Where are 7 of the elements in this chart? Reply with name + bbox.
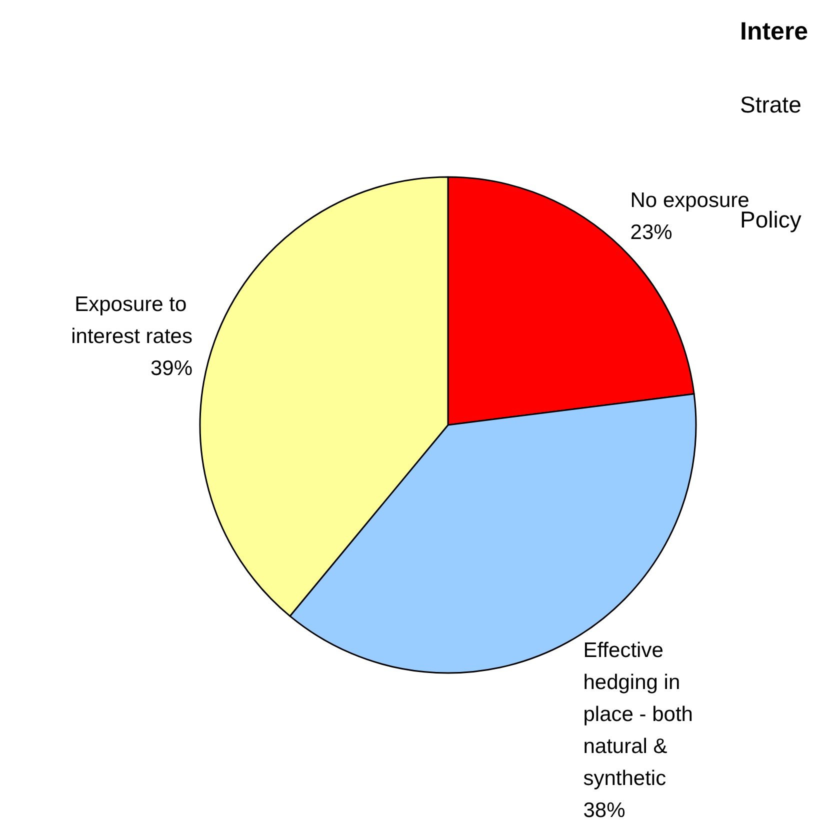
chart-title: Intere [740, 18, 808, 46]
text: Strate [740, 92, 802, 118]
data-label: 39% [150, 356, 192, 380]
slice-label: Effective hedging in place - both natural & synthetic [583, 639, 699, 790]
slice-label: Exposure to interest rates [71, 292, 192, 348]
data-label: 23% [630, 220, 672, 244]
data-label: 38% [583, 799, 626, 822]
